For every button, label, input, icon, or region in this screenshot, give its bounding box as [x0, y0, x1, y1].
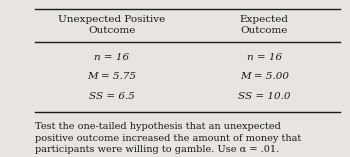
- Text: Test the one-tailed hypothesis that an unexpected
positive outcome increased the: Test the one-tailed hypothesis that an u…: [35, 122, 301, 154]
- Text: Unexpected Positive
Outcome: Unexpected Positive Outcome: [58, 15, 166, 35]
- Text: SS = 6.5: SS = 6.5: [89, 92, 135, 101]
- Text: n = 16: n = 16: [94, 53, 130, 62]
- Text: SS = 10.0: SS = 10.0: [238, 92, 290, 101]
- Text: Expected
Outcome: Expected Outcome: [240, 15, 289, 35]
- Text: M = 5.75: M = 5.75: [88, 72, 136, 81]
- Text: M = 5.00: M = 5.00: [240, 72, 289, 81]
- Text: n = 16: n = 16: [247, 53, 282, 62]
